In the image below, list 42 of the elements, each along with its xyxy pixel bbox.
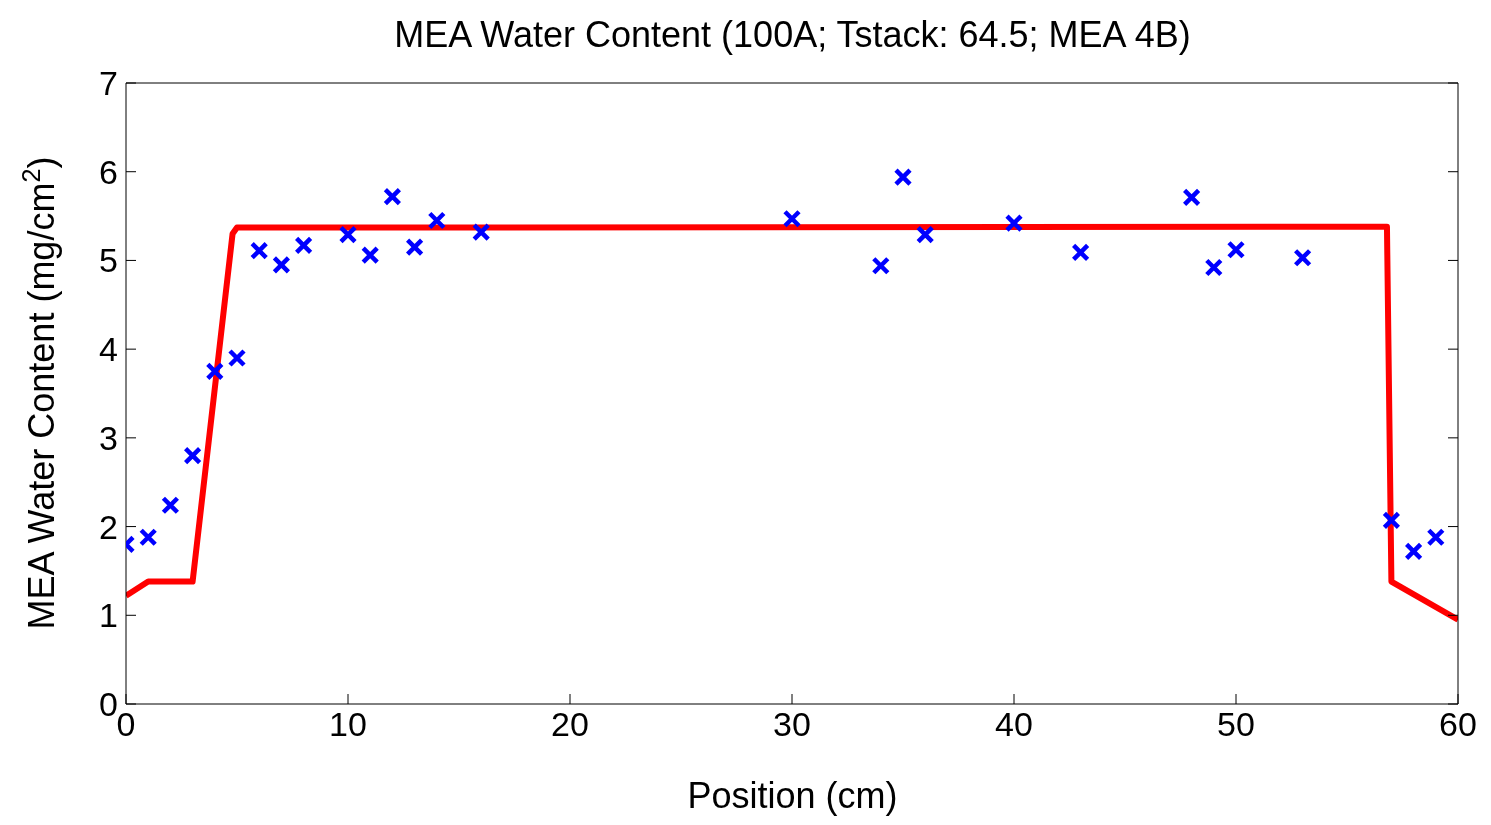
chart-title: MEA Water Content (100A; Tstack: 64.5; MEA 4B) [393,14,1192,56]
point [383,187,402,206]
x-tick-label: 20 [551,705,589,744]
point [893,167,913,187]
point [138,527,158,547]
point [1004,213,1024,233]
y-tick-label: 6 [99,152,118,191]
y-tick-label: 2 [99,507,118,546]
point [1293,248,1312,268]
point [1204,258,1224,277]
x-tick-label: 60 [1439,705,1477,744]
x-tick-label: 40 [995,705,1033,744]
x-tick-label: 10 [329,705,367,744]
point [183,446,202,465]
point [161,496,180,515]
point [1404,542,1423,561]
point [227,348,247,368]
y-tick-label: 1 [99,596,118,635]
point [205,362,225,381]
y-tick-label: 5 [99,241,118,280]
point [272,255,291,275]
y-tick-label: 7 [99,64,118,103]
point [427,211,447,230]
point [249,241,269,260]
x-axis-title: Position (cm) [687,775,898,816]
point [1426,527,1446,547]
point [405,237,424,257]
y-tick-label: 3 [99,418,118,457]
point [1182,188,1201,207]
x-tick-label: 50 [1217,705,1255,744]
point [294,236,313,255]
point [915,225,935,244]
point [782,209,802,228]
point [1382,511,1401,530]
point [338,225,358,244]
point [1226,240,1246,260]
point [360,245,380,265]
y-tick-label: 4 [99,330,118,369]
point [871,256,891,275]
point [1071,243,1090,262]
x-tick-label: 30 [773,705,811,744]
point [471,222,491,242]
